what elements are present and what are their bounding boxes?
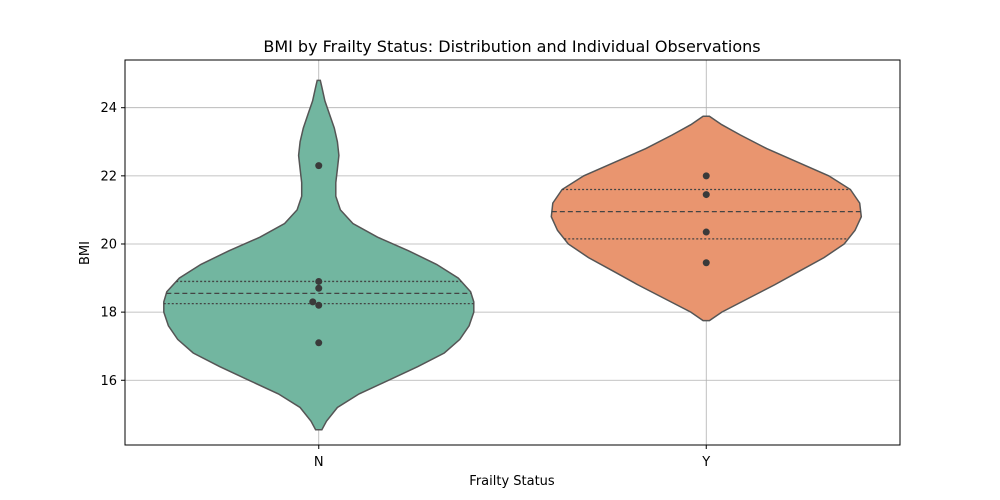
data-point-Y xyxy=(702,228,710,236)
data-point-Y xyxy=(702,259,710,267)
violin-Y xyxy=(550,115,863,322)
data-point-N xyxy=(309,298,317,306)
axes-frame xyxy=(124,59,901,446)
data-point-Y xyxy=(702,172,710,180)
y-axis-label: BMI xyxy=(78,241,93,265)
data-point-N xyxy=(315,277,323,285)
data-point-N xyxy=(315,339,323,347)
plot-area: 16 18 20 22 24 N Y xyxy=(100,59,901,470)
data-point-N xyxy=(315,284,323,292)
chart-title: BMI by Frailty Status: Distribution and … xyxy=(263,37,760,56)
y-tick-label: 18 xyxy=(100,306,117,321)
data-point-Y xyxy=(702,191,710,199)
x-tick-label: Y xyxy=(701,455,710,470)
data-point-N xyxy=(315,301,323,309)
data-point-N xyxy=(315,162,323,170)
x-tick-label: N xyxy=(314,455,324,470)
y-tick-label: 22 xyxy=(100,169,117,184)
violin-N xyxy=(163,79,475,431)
x-axis-label: Frailty Status xyxy=(469,474,555,489)
y-tick-label: 20 xyxy=(100,237,117,252)
y-tick-label: 24 xyxy=(100,101,117,116)
y-tick-label: 16 xyxy=(100,374,117,389)
